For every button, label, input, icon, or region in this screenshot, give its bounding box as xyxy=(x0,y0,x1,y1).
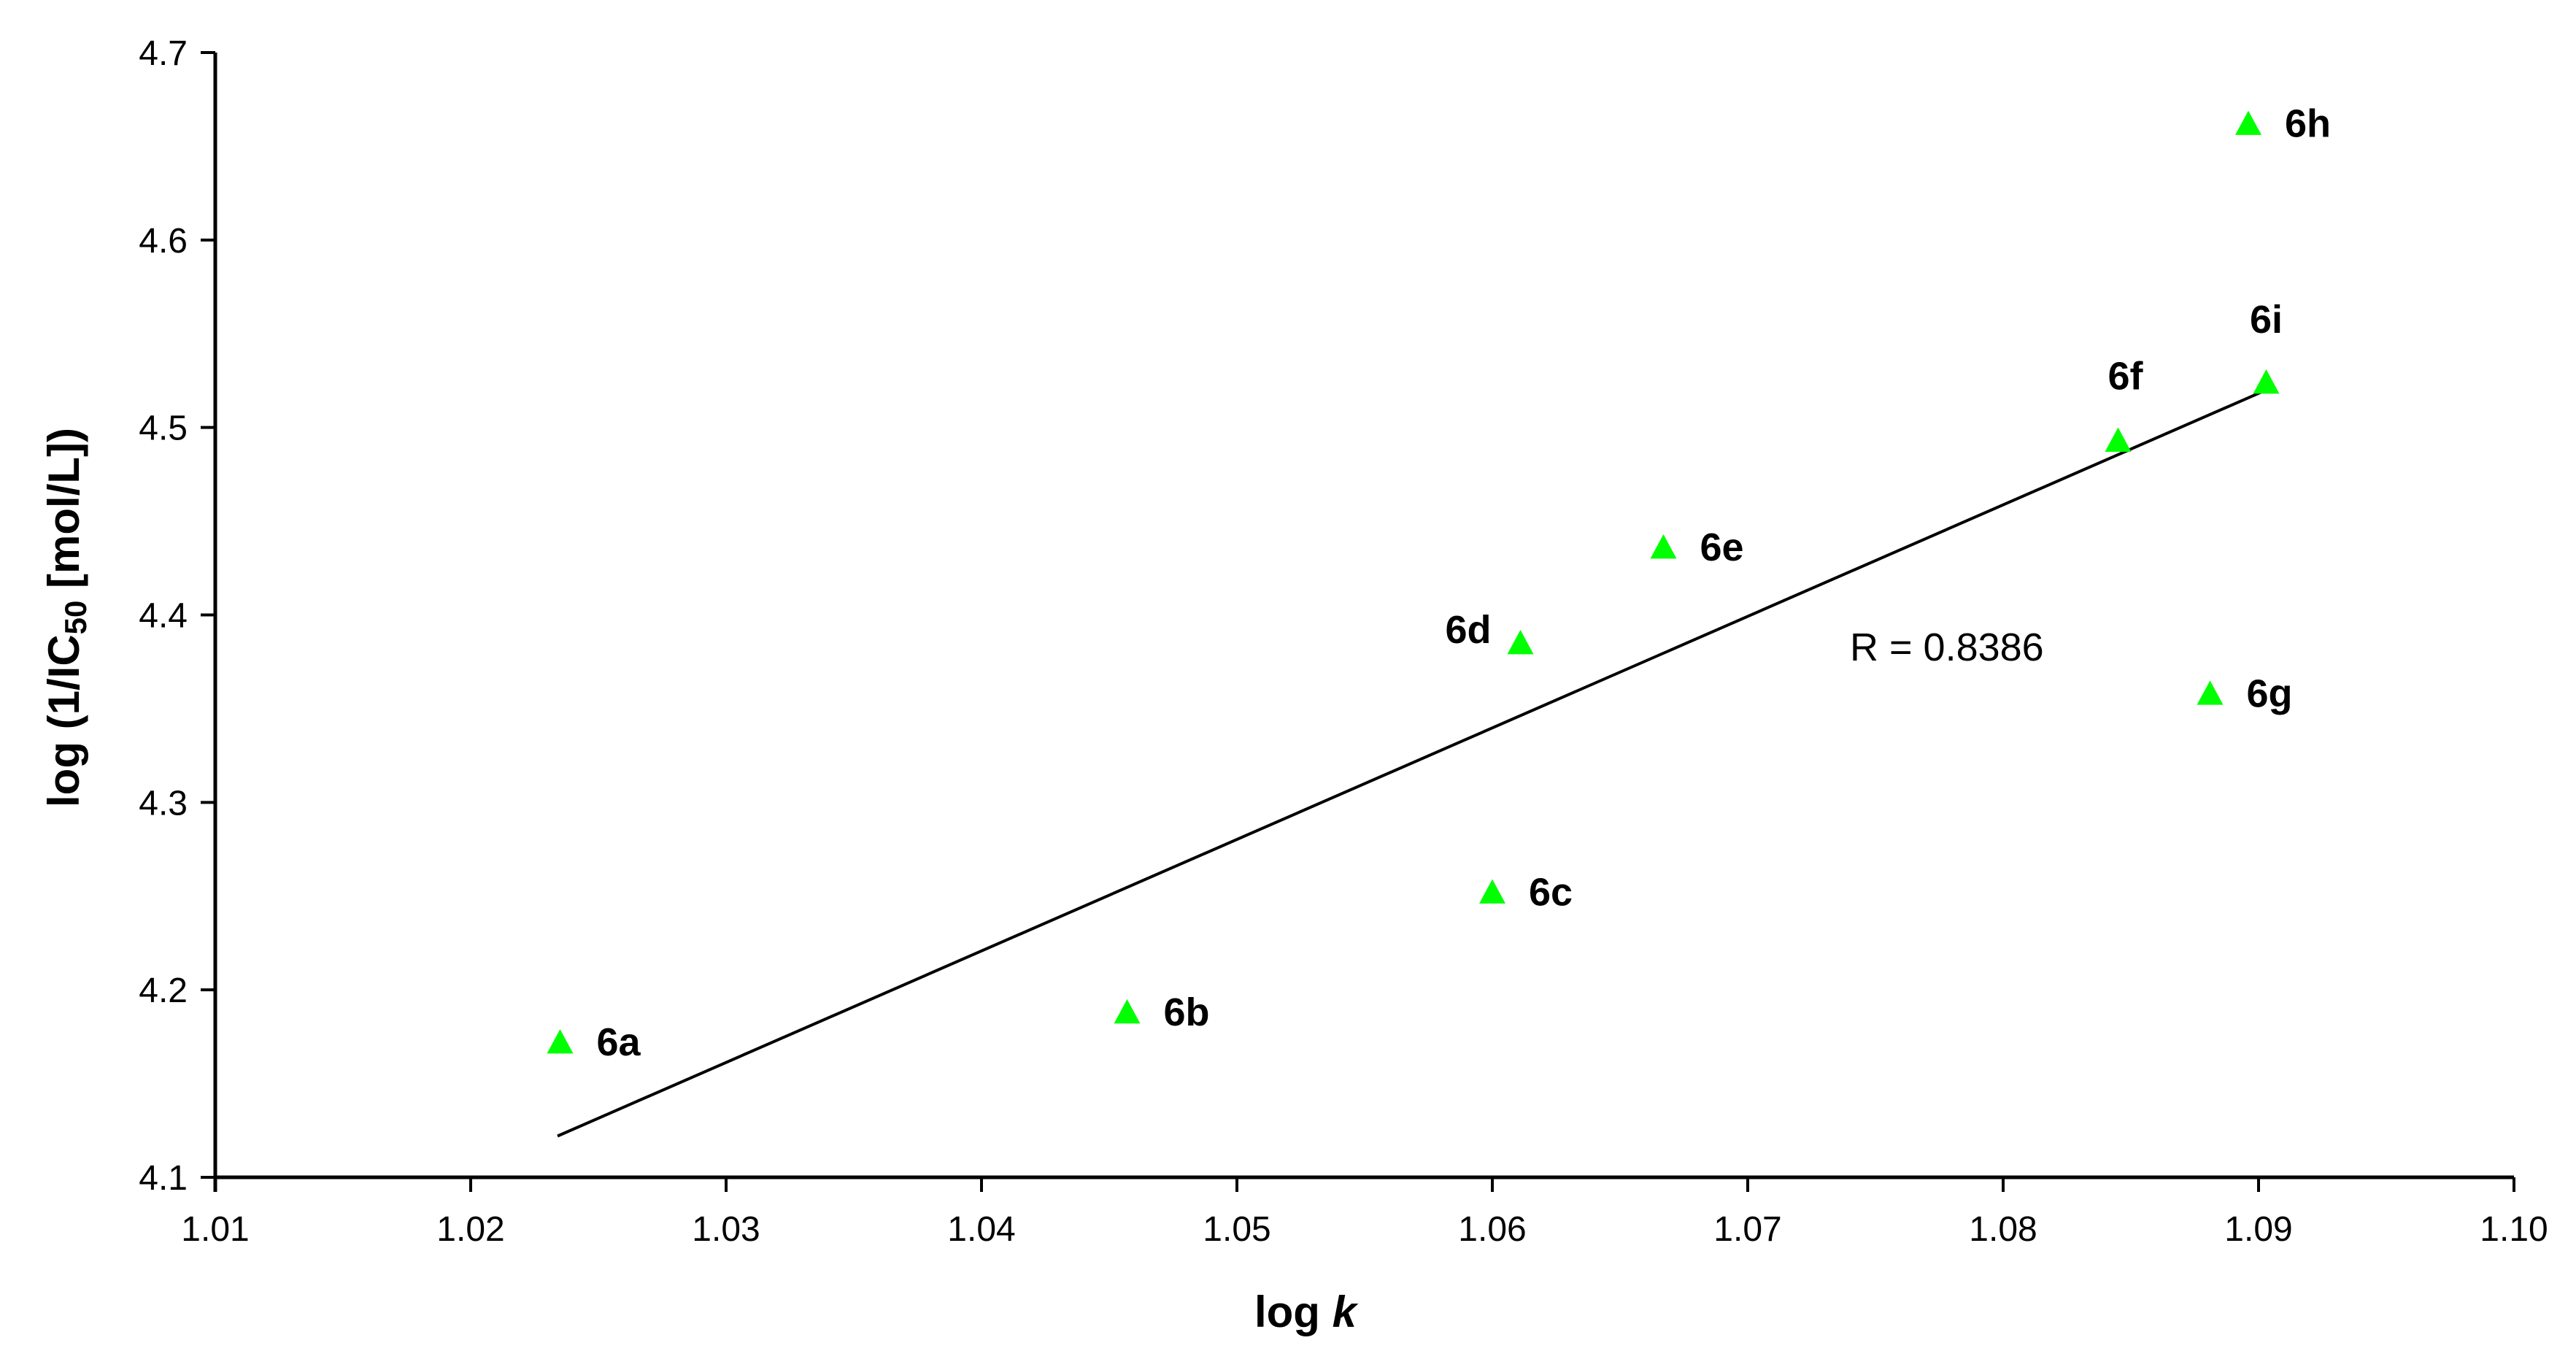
y-tick-label: 4.2 xyxy=(139,971,188,1010)
point-label-6i: 6i xyxy=(2250,298,2283,342)
trendline-group xyxy=(557,388,2267,1138)
marker-6d xyxy=(1507,630,1534,655)
x-tick-label: 1.01 xyxy=(181,1210,249,1249)
x-tick-label: 1.03 xyxy=(692,1210,760,1249)
y-tick-label: 4.7 xyxy=(139,34,188,73)
x-tick-label: 1.06 xyxy=(1458,1210,1526,1249)
x-tick-label: 1.07 xyxy=(1713,1210,1781,1249)
point-label-6d: 6d xyxy=(1445,608,1491,652)
point-label-6g: 6g xyxy=(2247,671,2293,715)
correlation-annotation: R = 0.8386 xyxy=(1850,626,2044,669)
x-tick-label: 1.08 xyxy=(1969,1210,2037,1249)
marker-6i xyxy=(2253,369,2280,394)
y-axis-title: log (1/IC50 [mol/L]) xyxy=(39,428,93,807)
axes: 1.01 1.02 1.03 1.04 1.05 1.06 1.07 1.08 1.09 1.10… xyxy=(139,34,2548,1249)
marker-6g xyxy=(2197,680,2224,705)
x-tick-label: 1.05 xyxy=(1203,1210,1270,1249)
x-tick-label: 1.02 xyxy=(436,1210,504,1249)
marker-6b xyxy=(1114,998,1141,1024)
y-tick-label: 4.1 xyxy=(139,1159,188,1198)
point-label-6h: 6h xyxy=(2285,102,2331,146)
y-tick-label: 4.4 xyxy=(139,597,188,636)
marker-6a xyxy=(547,1029,574,1054)
marker-6c xyxy=(1479,879,1505,904)
data-points: 6a 6b 6c 6d 6e 6f 6g 6h 6i xyxy=(547,102,2331,1064)
x-tick-label: 1.09 xyxy=(2224,1210,2292,1249)
point-label-6c: 6c xyxy=(1529,871,1573,915)
x-axis-title: log k xyxy=(1254,1288,1359,1336)
point-label-6f: 6f xyxy=(2108,355,2143,399)
marker-6e xyxy=(1650,534,1677,559)
y-tick-label: 4.3 xyxy=(139,784,188,823)
marker-6f xyxy=(2105,427,2132,452)
y-tick-label: 4.6 xyxy=(139,222,188,261)
point-label-6a: 6a xyxy=(597,1020,641,1064)
y-tick-label: 4.5 xyxy=(139,409,188,448)
x-tick-label: 1.04 xyxy=(947,1210,1015,1249)
point-label-6e: 6e xyxy=(1700,526,1744,569)
marker-6h xyxy=(2235,110,2261,135)
x-tick-label: 1.10 xyxy=(2480,1210,2548,1249)
point-label-6b: 6b xyxy=(1164,990,1210,1034)
trendline xyxy=(557,388,2267,1138)
